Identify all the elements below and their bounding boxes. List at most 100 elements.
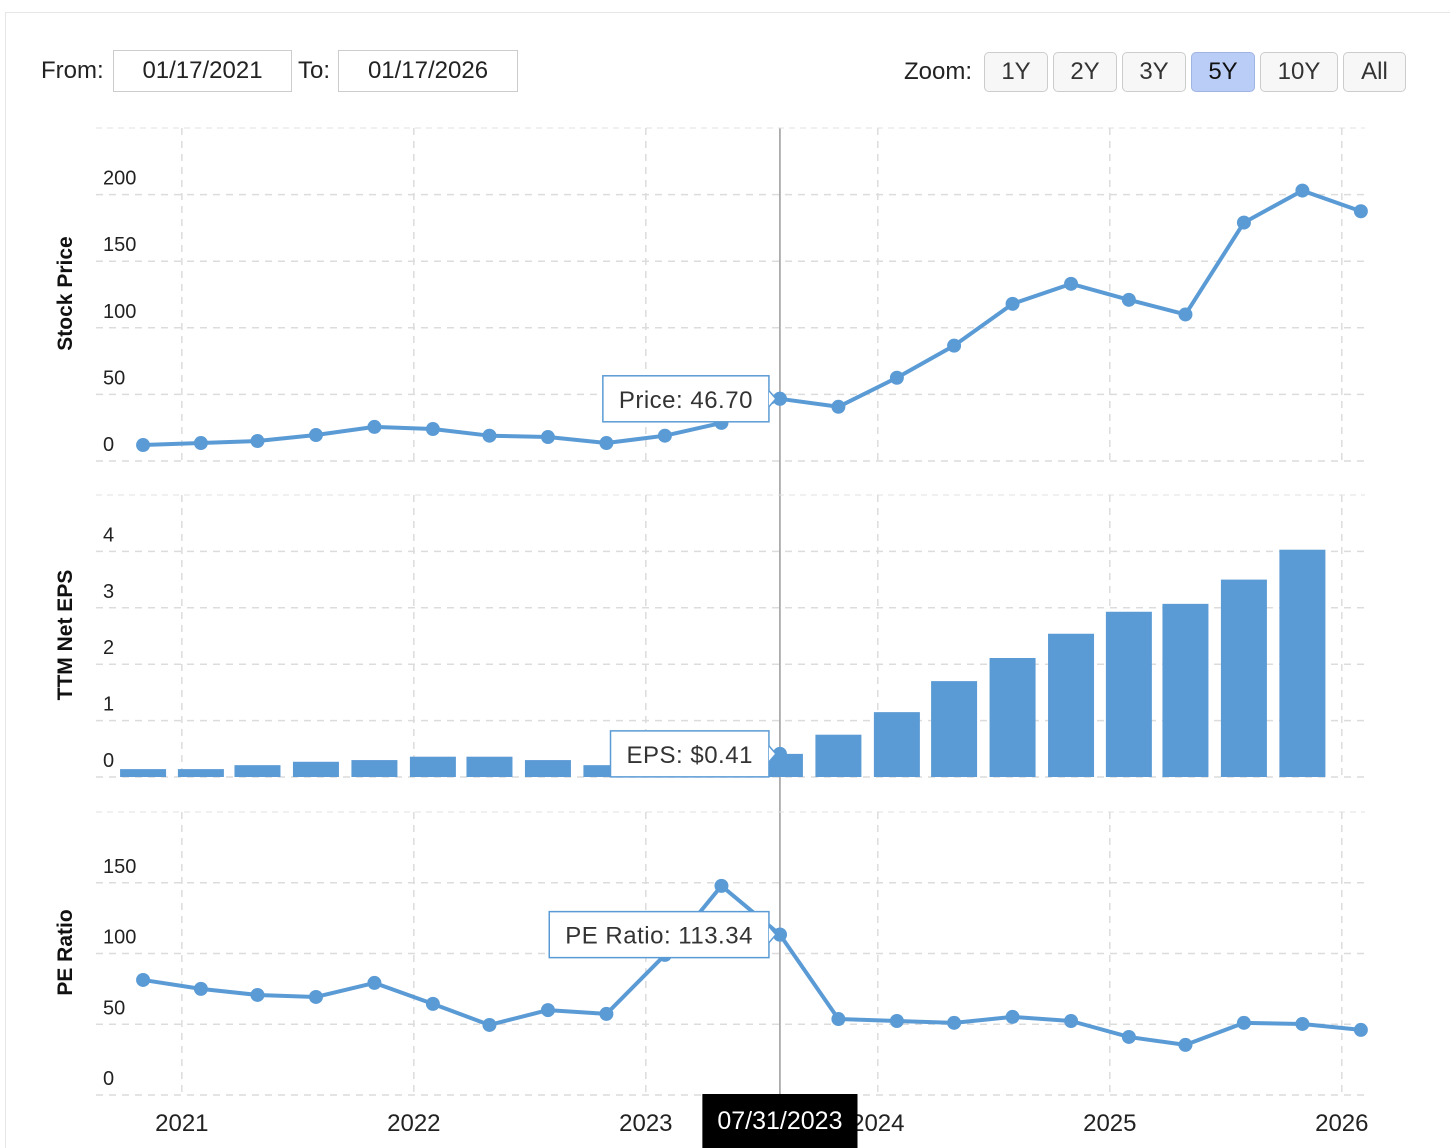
from-input[interactable]: 01/17/2021 — [113, 50, 292, 92]
bar — [1048, 633, 1095, 777]
point — [831, 399, 846, 414]
y-tick-label: 50 — [103, 997, 125, 1019]
to-input[interactable]: 01/17/2026 — [338, 50, 518, 92]
point — [308, 428, 323, 443]
zoom-button[interactable]: 1Y — [984, 52, 1048, 92]
tooltip-box — [602, 375, 770, 423]
point — [1121, 292, 1136, 307]
line — [142, 883, 1362, 1047]
point — [889, 370, 904, 385]
point — [482, 428, 497, 443]
y-tick-label: 0 — [103, 1068, 114, 1090]
point — [1295, 183, 1310, 198]
zoom-button[interactable]: 2Y — [1053, 52, 1117, 92]
point — [193, 436, 208, 451]
axis-title: Stock Price — [54, 236, 77, 350]
tooltip: EPS: $0.41 — [609, 730, 777, 778]
point — [1353, 204, 1368, 219]
bar — [234, 765, 281, 777]
point — [250, 434, 265, 449]
point — [425, 422, 440, 437]
tooltip-box — [548, 910, 770, 959]
point — [540, 1003, 555, 1018]
x-tick-label: 2025 — [1083, 1110, 1136, 1137]
bar — [1105, 611, 1152, 777]
bar — [351, 760, 398, 777]
frame — [5, 12, 1450, 1148]
axis-title: PE Ratio — [54, 909, 77, 995]
bar — [177, 769, 224, 777]
point — [1005, 1009, 1020, 1024]
bar — [1220, 579, 1267, 777]
hover-marker — [772, 927, 787, 942]
y-tick-label: 150 — [103, 234, 136, 256]
point — [1064, 276, 1079, 291]
point — [947, 1015, 962, 1030]
point — [425, 996, 440, 1011]
point — [889, 1013, 904, 1028]
bar — [815, 734, 862, 777]
to-label: To: — [298, 57, 331, 84]
point — [1178, 307, 1193, 322]
zoom-label: Zoom: — [904, 58, 973, 85]
tooltip-pointer — [768, 745, 777, 763]
bar — [583, 765, 630, 777]
bar — [466, 756, 513, 777]
y-tick-label: 150 — [103, 856, 136, 878]
y-tick-label: 50 — [103, 367, 125, 389]
point — [1236, 1015, 1251, 1030]
point — [947, 338, 962, 353]
x-tick-label: 2021 — [155, 1110, 208, 1137]
point — [1353, 1022, 1368, 1037]
point — [1295, 1016, 1310, 1031]
point — [136, 438, 151, 453]
from-label: From: — [41, 57, 104, 84]
zoom-button[interactable]: All — [1343, 52, 1406, 92]
bar — [873, 712, 920, 777]
date-text: 07/31/2023 — [717, 1107, 842, 1135]
y-tick-label: 1 — [103, 694, 114, 716]
bar — [409, 756, 456, 777]
hover-marker — [772, 391, 787, 406]
bar — [1279, 549, 1326, 777]
tooltip-pointer — [768, 926, 777, 944]
x-tick-label: 2022 — [387, 1110, 440, 1137]
point — [193, 981, 208, 996]
x-tick-label: 2023 — [619, 1110, 672, 1137]
bar — [120, 769, 167, 777]
point — [367, 975, 382, 990]
point — [831, 1012, 846, 1027]
point — [1121, 1029, 1136, 1044]
point — [308, 989, 323, 1004]
tooltip: PE Ratio: 113.34 — [548, 910, 777, 959]
tooltip: Price: 46.70 — [602, 375, 777, 423]
bar — [931, 681, 978, 777]
y-tick-label: 3 — [103, 581, 114, 603]
axis-title: TTM Net EPS — [54, 570, 77, 701]
point — [1178, 1037, 1193, 1052]
bar — [989, 657, 1036, 777]
y-tick-label: 0 — [103, 750, 114, 772]
y-tick-label: 100 — [103, 301, 136, 323]
x-tick-label: 2026 — [1315, 1110, 1368, 1137]
point — [540, 430, 555, 445]
point — [1064, 1013, 1079, 1028]
y-tick-label: 4 — [103, 524, 114, 546]
zoom-button[interactable]: 10Y — [1260, 52, 1338, 92]
point — [599, 436, 614, 451]
point — [1005, 296, 1020, 311]
y-tick-label: 2 — [103, 637, 114, 659]
point — [657, 428, 672, 443]
y-tick-label: 0 — [103, 434, 114, 456]
point — [714, 878, 729, 893]
hover-marker — [772, 746, 787, 761]
y-tick-label: 200 — [103, 168, 136, 190]
zoom-button[interactable]: 5Y — [1191, 52, 1255, 92]
date-box — [702, 1094, 858, 1148]
zoom-button[interactable]: 3Y — [1122, 52, 1186, 92]
point — [367, 419, 382, 434]
y-tick-label: 100 — [103, 927, 136, 949]
bar — [1162, 603, 1209, 777]
